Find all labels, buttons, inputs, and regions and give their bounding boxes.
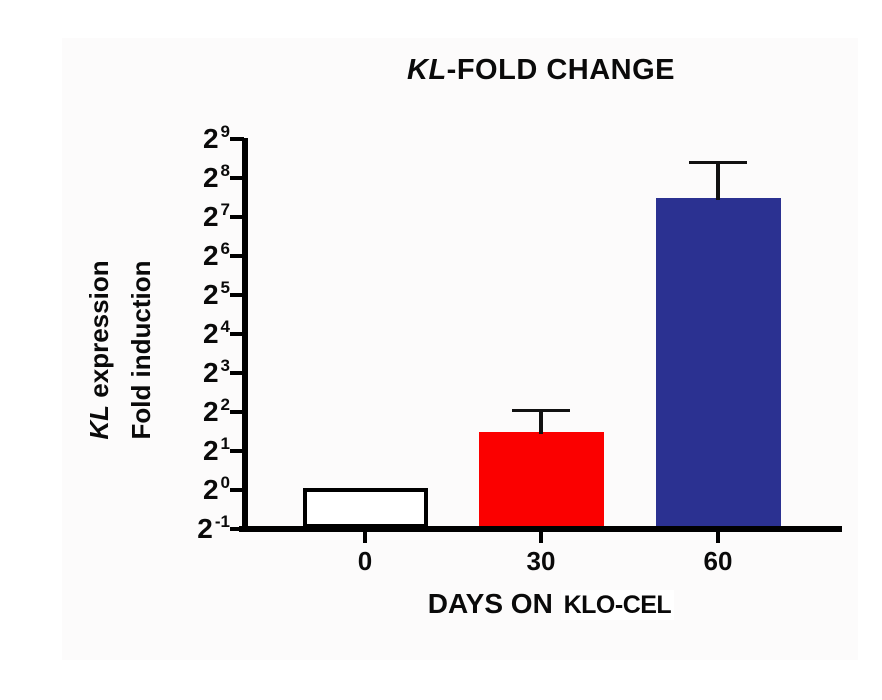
y-axis-title-line1: KL expression <box>78 210 120 490</box>
y-tick-mark <box>230 527 244 531</box>
y-tick-exponent: 3 <box>220 355 230 375</box>
y-tick-base: 2 <box>202 240 219 271</box>
y-axis-title-gene: KL <box>84 404 114 440</box>
x-tick-mark-day-60 <box>716 532 720 543</box>
y-tick-base: 2 <box>202 435 219 466</box>
x-axis-title-suffix: KLO-CEL <box>560 590 675 620</box>
y-axis-title-line1-rest: expression <box>84 260 114 405</box>
y-tick-mark <box>230 488 244 492</box>
y-tick-label: 2 -1 <box>197 513 230 545</box>
y-tick-base: 2 <box>202 201 219 232</box>
chart-title-rest: -FOLD CHANGE <box>446 54 675 86</box>
y-tick-mark <box>230 371 244 375</box>
error-bar-cap-day-60 <box>689 161 747 164</box>
y-axis-line <box>242 138 248 532</box>
error-bar-stem-day-30 <box>539 410 543 434</box>
y-tick-exponent: 9 <box>220 121 230 141</box>
x-axis-title: DAYS ON KLO-CEL <box>351 588 751 620</box>
x-tick-mark-day-0 <box>363 532 367 543</box>
x-tick-label-day-60: 60 <box>703 546 733 576</box>
y-tick-exponent: 7 <box>220 199 230 219</box>
y-tick-exponent: 6 <box>220 238 230 258</box>
bar-day-60 <box>655 198 781 528</box>
x-tick-label-day-30: 30 <box>526 546 556 576</box>
y-tick-exponent: 2 <box>220 394 230 414</box>
y-tick-base: 2 <box>197 513 213 544</box>
error-bar-cap-day-30 <box>512 409 570 412</box>
chart-title: KL-FOLD CHANGE <box>341 54 741 87</box>
y-tick-mark <box>230 215 244 219</box>
bar-day-0 <box>302 488 428 528</box>
y-tick-base: 2 <box>202 357 219 388</box>
y-tick-base: 2 <box>202 123 219 154</box>
y-tick-mark <box>230 449 244 453</box>
y-tick-mark <box>230 410 244 414</box>
y-tick-exponent: 1 <box>220 433 230 453</box>
y-tick-mark <box>230 293 244 297</box>
x-axis-title-main: DAYS ON <box>427 588 553 619</box>
y-tick-base: 2 <box>202 318 219 349</box>
y-tick-mark <box>230 176 244 180</box>
y-tick-exponent: 5 <box>220 277 230 297</box>
y-tick-base: 2 <box>202 396 219 427</box>
y-tick-base: 2 <box>202 474 219 505</box>
y-axis-title: KL expression Fold induction <box>78 210 162 490</box>
bar-day-30 <box>478 432 604 528</box>
y-tick-base: 2 <box>202 279 219 310</box>
y-tick-exponent: -1 <box>214 511 230 531</box>
x-tick-mark-day-30 <box>539 532 543 543</box>
y-tick-mark <box>230 137 244 141</box>
y-tick-base: 2 <box>202 162 219 193</box>
error-bar-stem-day-60 <box>716 162 720 200</box>
y-tick-exponent: 8 <box>220 160 230 180</box>
y-axis-title-line2: Fold induction <box>126 260 156 440</box>
y-tick-exponent: 4 <box>220 316 230 336</box>
x-axis-line <box>239 526 842 532</box>
y-tick-mark <box>230 332 244 336</box>
x-tick-label-day-0: 0 <box>357 546 373 576</box>
chart-title-gene: KL <box>407 54 447 86</box>
y-tick-mark <box>230 254 244 258</box>
y-tick-exponent: 0 <box>220 472 230 492</box>
